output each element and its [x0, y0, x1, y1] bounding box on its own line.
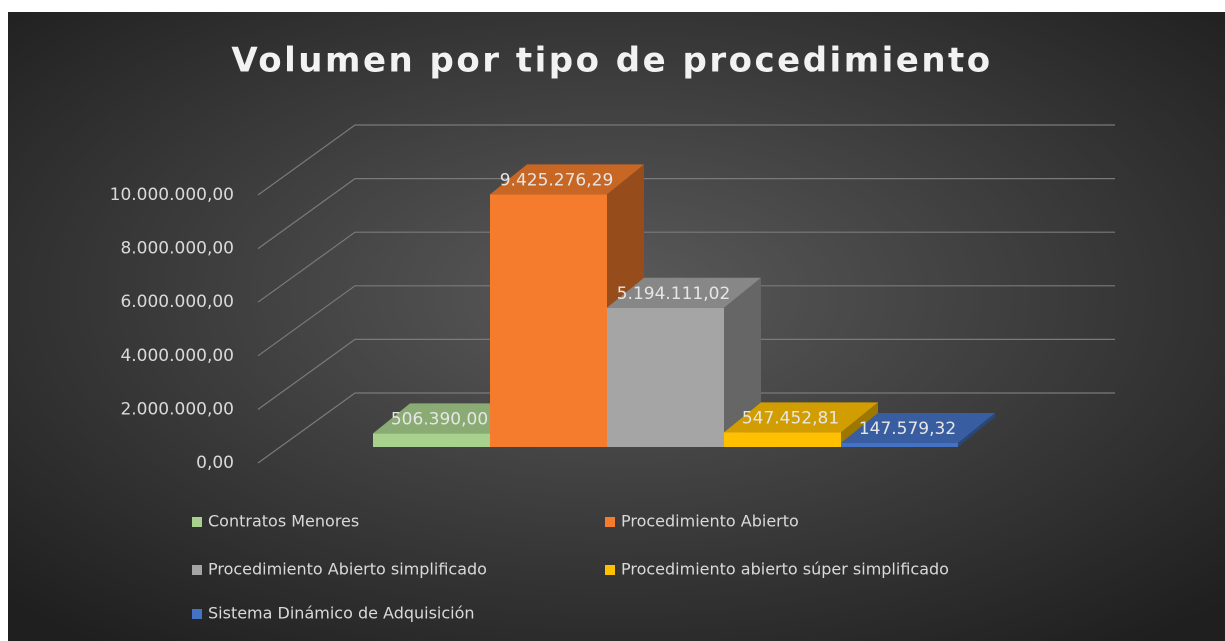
bar-front [607, 307, 724, 447]
y-tick-label: 8.000.000,00 [120, 239, 234, 259]
value-label: 506.390,00 [391, 409, 488, 429]
legend-marker [192, 609, 202, 619]
value-label: 9.425.276,29 [500, 170, 614, 190]
grid-line [257, 285, 1115, 357]
bar [841, 413, 995, 447]
y-tick-label: 2.000.000,00 [120, 399, 234, 419]
bar [607, 277, 761, 447]
legend-label: Procedimiento abierto súper simplificado [621, 560, 949, 579]
bar-top [490, 164, 644, 195]
grid-line [257, 338, 1115, 410]
legend-label: Sistema Dinámico de Adquisición [208, 604, 475, 623]
legend-label: Contratos Menores [208, 512, 359, 531]
legend-marker [605, 517, 615, 527]
bar-top [607, 277, 761, 308]
bar-side [724, 277, 761, 447]
grid-line [257, 124, 1115, 196]
grid-line [257, 178, 1115, 250]
chart-title: Volumen por tipo de procedimiento [231, 41, 992, 81]
legend-marker [192, 565, 202, 575]
bar-front [724, 432, 841, 447]
grid-line [257, 231, 1115, 303]
value-label: 147.579,32 [859, 419, 956, 439]
legend-label: Procedimiento Abierto simplificado [208, 560, 487, 579]
bar-top [373, 403, 527, 434]
bar-side [958, 413, 995, 447]
value-label: 547.452,81 [742, 408, 839, 428]
y-tick-label: 0,00 [196, 453, 234, 473]
bar-front [373, 433, 490, 447]
y-tick-label: 4.000.000,00 [120, 346, 234, 366]
bar [724, 402, 878, 447]
bar-top [724, 402, 878, 433]
value-label: 5.194.111,02 [617, 284, 731, 304]
bar-front [841, 443, 958, 447]
y-tick-label: 10.000.000,00 [110, 185, 234, 205]
bar-front [490, 194, 607, 447]
legend-label: Procedimiento Abierto [621, 512, 799, 531]
grid-line [257, 392, 1115, 464]
y-tick-label: 6.000.000,00 [120, 292, 234, 312]
legend-marker [192, 517, 202, 527]
legend-marker [605, 565, 615, 575]
bar-top [841, 413, 995, 444]
